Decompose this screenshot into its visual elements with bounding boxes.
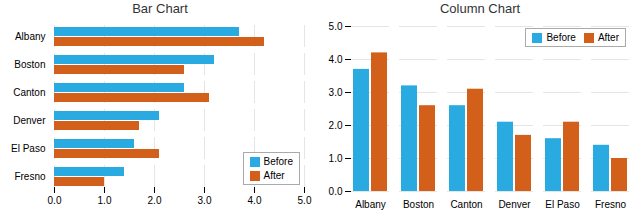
svg-text:1.0: 1.0 bbox=[98, 195, 112, 206]
svg-text:Boston: Boston bbox=[403, 199, 434, 210]
svg-text:3.0: 3.0 bbox=[198, 195, 212, 206]
svg-text:3.0: 3.0 bbox=[329, 87, 343, 98]
svg-text:Denver: Denver bbox=[13, 115, 46, 126]
svg-text:El Paso: El Paso bbox=[545, 199, 580, 210]
svg-text:Denver: Denver bbox=[498, 199, 531, 210]
html-text:After: After bbox=[263, 170, 285, 181]
html-text:Bar Chart: Bar Chart bbox=[132, 1, 188, 16]
svg-text:5.0: 5.0 bbox=[329, 21, 343, 32]
svg-text:Canton: Canton bbox=[13, 87, 45, 98]
svg-text:El Paso: El Paso bbox=[11, 143, 46, 154]
svg-text:1.0: 1.0 bbox=[329, 153, 343, 164]
svg-text:Boston: Boston bbox=[14, 59, 45, 70]
svg-text:Canton: Canton bbox=[450, 199, 482, 210]
svg-text:Albany: Albany bbox=[15, 31, 46, 42]
svg-text:0.0: 0.0 bbox=[329, 186, 343, 197]
html-text:Before: Before bbox=[546, 32, 576, 43]
svg-text:5.0: 5.0 bbox=[298, 195, 312, 206]
svg-text:4.0: 4.0 bbox=[248, 195, 262, 206]
html-text:Column Chart: Column Chart bbox=[439, 1, 521, 16]
svg-text:2.0: 2.0 bbox=[329, 120, 343, 131]
svg-text:Fresno: Fresno bbox=[595, 199, 627, 210]
html-text:After: After bbox=[597, 32, 619, 43]
svg-text:2.0: 2.0 bbox=[148, 195, 162, 206]
svg-text:0.0: 0.0 bbox=[48, 195, 62, 206]
svg-text:Fresno: Fresno bbox=[14, 171, 46, 182]
svg-text:Albany: Albany bbox=[355, 199, 386, 210]
svg-text:4.0: 4.0 bbox=[329, 54, 343, 65]
html-text:Before: Before bbox=[263, 156, 293, 167]
